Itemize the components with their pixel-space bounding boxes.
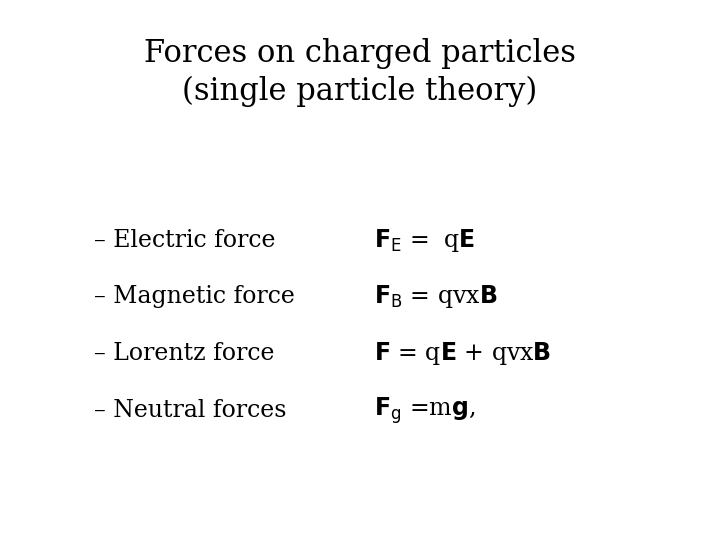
Text: $\mathbf{F}_{\mathrm{g}}$ =m$\mathbf{g}$,: $\mathbf{F}_{\mathrm{g}}$ =m$\mathbf{g}$… bbox=[374, 395, 476, 426]
Text: – Lorentz force: – Lorentz force bbox=[94, 342, 274, 365]
Text: $\mathbf{F}_{\mathrm{B}}$ = qvx$\mathbf{B}$: $\mathbf{F}_{\mathrm{B}}$ = qvx$\mathbf{… bbox=[374, 284, 498, 310]
Text: $\mathbf{F}_{\mathrm{E}}$ =  q$\mathbf{E}$: $\mathbf{F}_{\mathrm{E}}$ = q$\mathbf{E}… bbox=[374, 227, 476, 254]
Text: Forces on charged particles
(single particle theory): Forces on charged particles (single part… bbox=[144, 38, 576, 107]
Text: – Magnetic force: – Magnetic force bbox=[94, 286, 294, 308]
Text: – Electric force: – Electric force bbox=[94, 229, 275, 252]
Text: $\mathbf{F}$ = q$\mathbf{E}$ + qvx$\mathbf{B}$: $\mathbf{F}$ = q$\mathbf{E}$ + qvx$\math… bbox=[374, 340, 552, 367]
Text: – Neutral forces: – Neutral forces bbox=[94, 399, 286, 422]
